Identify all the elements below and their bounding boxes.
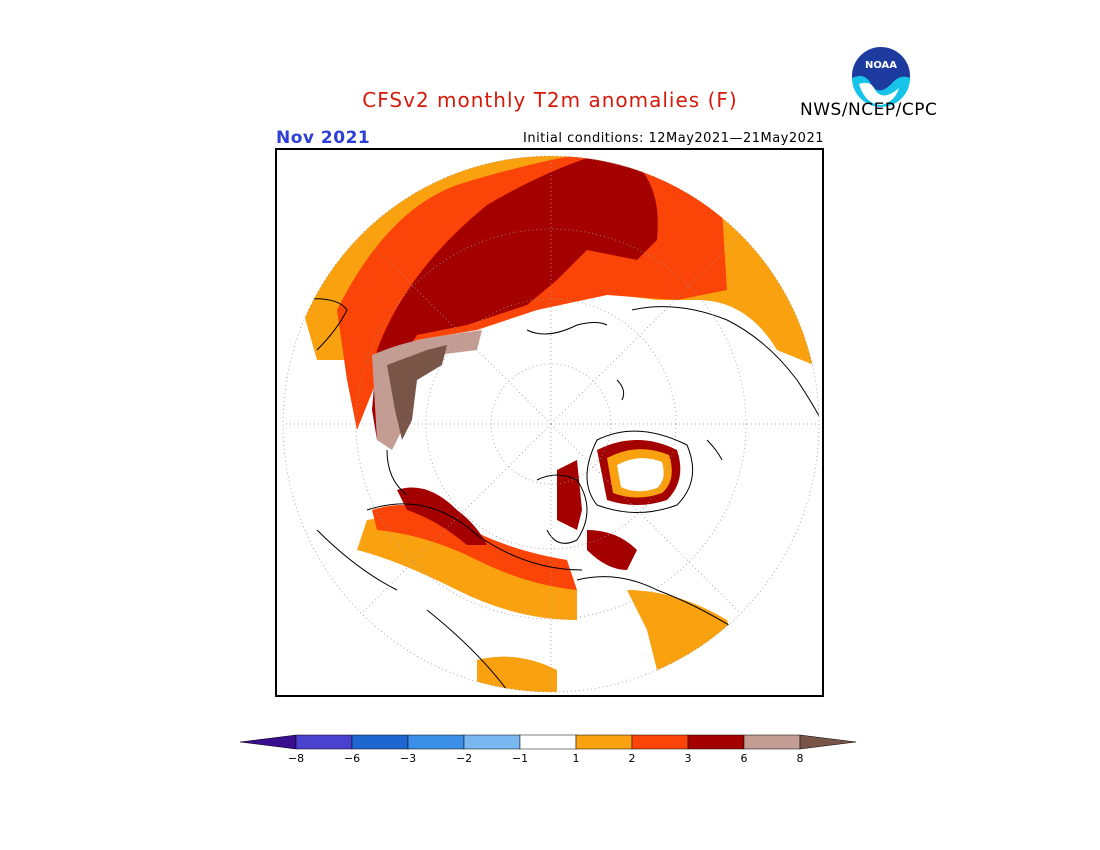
colorbar-tick-label: 2 [628,752,636,765]
colorbar-bin-9 [743,734,801,750]
colorbar-bin-10 [799,734,857,750]
colorbar-tick-label: 6 [740,752,748,765]
colorbar-tick-label: 8 [796,752,804,765]
noaa-logo: NOAA [850,45,912,107]
forecast-month: Nov 2021 [276,128,371,148]
initial-conditions: Initial conditions: 12May2021—21May2021 [523,131,824,146]
anomaly-region-redorange-south [372,505,577,590]
noaa-logo-text: NOAA [865,60,897,71]
colorbar-bin-6 [575,734,633,750]
graticule [283,156,819,692]
anomaly-region-orange-south [357,518,577,620]
anomaly-region-brown-greenland [387,345,447,440]
anomaly-region-darkred-arctic [557,460,582,530]
colorbar-tick-label: −6 [343,752,361,765]
anomaly-region-darkred-south [397,487,487,545]
colorbar [240,734,857,750]
agency-label: NWS/NCEP/CPC [800,100,938,120]
colorbar-tick-label: −8 [287,752,305,765]
colorbar-tick-label: −2 [455,752,473,765]
colorbar-bin-1 [295,734,353,750]
colorbar-bin-5 [519,734,577,750]
anomaly-region-siberia-white [617,458,664,492]
map-title: CFSv2 monthly T2m anomalies (F) [362,88,738,112]
colorbar-bin-8 [687,734,745,750]
polar-map [275,148,824,697]
colorbar-bin-0 [240,734,297,750]
colorbar-bin-4 [463,734,521,750]
colorbar-bin-2 [351,734,409,750]
colorbar-tick-label: −1 [511,752,529,765]
anomaly-region-darkred-bay [587,530,637,570]
colorbar-tick-label: 3 [684,752,692,765]
coastlines [296,298,819,691]
anomaly-region-darkred-top [372,156,658,440]
colorbar-tick-label: 1 [572,752,580,765]
colorbar-bin-3 [407,734,465,750]
colorbar-bin-7 [631,734,689,750]
colorbar-tick-label: −3 [399,752,417,765]
